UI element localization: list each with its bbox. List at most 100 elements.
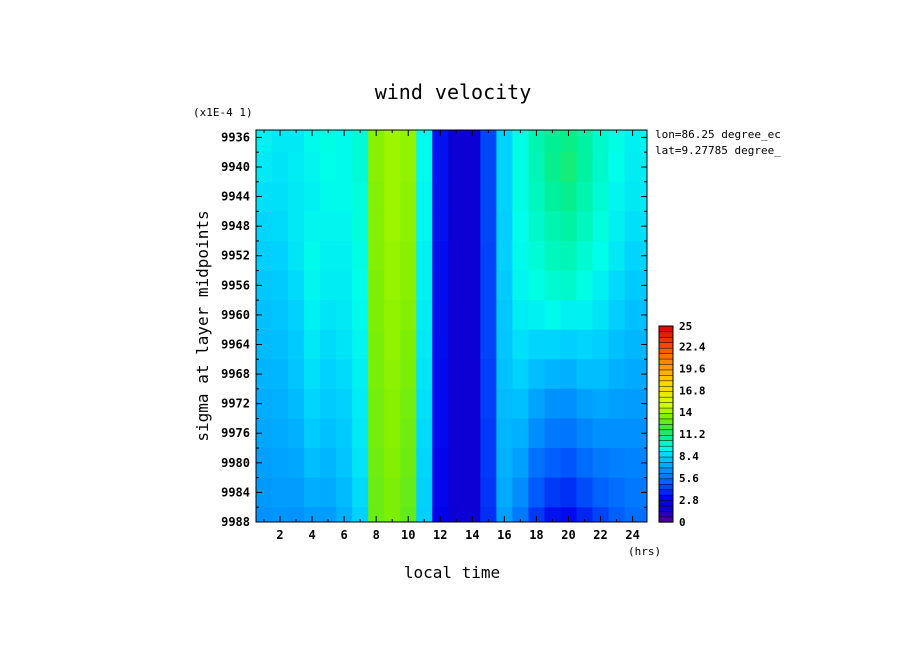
heatmap-cell	[432, 507, 449, 522]
heatmap-cell	[336, 181, 353, 212]
colorbar-band	[658, 358, 674, 365]
heatmap-cell	[560, 300, 578, 331]
heatmap-cell	[560, 477, 578, 508]
heatmap-cell	[624, 300, 647, 331]
heatmap-cell	[432, 181, 449, 212]
colorbar-band	[658, 499, 674, 507]
heatmap-cell	[416, 418, 433, 449]
colorbar-band	[658, 456, 674, 463]
heatmap-cell	[432, 152, 449, 183]
heatmap-cell	[608, 211, 626, 242]
colorbar-tick-label: 22.4	[679, 340, 706, 353]
heatmap-cell	[304, 388, 321, 420]
heatmap-cell	[400, 181, 417, 212]
heatmap-cell	[256, 388, 273, 420]
heatmap-cell	[272, 130, 289, 153]
heatmap-cell	[432, 211, 449, 242]
colorbar-tick-label: 11.2	[679, 428, 706, 441]
heatmap-cell	[304, 300, 321, 331]
heatmap-cell	[400, 300, 417, 331]
heatmap-cell	[528, 329, 546, 360]
heatmap-cell	[416, 388, 433, 420]
heatmap-cell	[576, 300, 594, 331]
heatmap-cell	[368, 418, 385, 449]
heatmap-cell	[624, 448, 647, 479]
x-axis: 2 4 6 8 10 12 14 16 18 20 22 24	[263, 130, 640, 542]
heatmap-cell	[608, 448, 626, 479]
heatmap-cell	[432, 329, 449, 360]
heatmap-cell	[480, 300, 497, 331]
heatmap-cell	[368, 329, 385, 360]
heatmap-cell	[432, 270, 449, 301]
heatmap-cell	[480, 477, 497, 508]
heatmap-cell	[304, 359, 321, 390]
heatmap-cell	[352, 130, 369, 153]
x-tick-label: 22	[593, 528, 607, 542]
heatmap-cell	[320, 152, 337, 183]
heatmap-cell	[592, 300, 610, 331]
heatmap-cell	[560, 240, 578, 272]
heatmap-cell	[576, 211, 594, 242]
heatmap-cell	[320, 300, 337, 331]
colorbar-band	[658, 461, 674, 469]
x-axis-label: local time	[404, 563, 500, 582]
heatmap-cell	[496, 418, 513, 449]
heatmap-cell	[544, 359, 562, 390]
heatmap-cell	[464, 152, 481, 183]
heatmap-cell	[624, 418, 647, 449]
heatmap-cell	[320, 130, 337, 153]
heatmap-cell	[256, 448, 273, 479]
heatmap-cell	[512, 152, 530, 183]
heatmap-cell	[416, 507, 433, 522]
heatmap-cell	[272, 477, 289, 508]
heatmap-cell	[400, 418, 417, 449]
heatmap-cell	[256, 329, 273, 360]
heatmap-cell	[256, 418, 273, 449]
heatmap-cell	[336, 211, 353, 242]
heatmap-field	[256, 130, 647, 522]
heatmap-cell	[608, 152, 626, 183]
heatmap-cell	[544, 329, 562, 360]
heatmap-cell	[592, 211, 610, 242]
heatmap-cell	[368, 152, 385, 183]
colorbar-band	[658, 325, 674, 333]
heatmap-cell	[272, 181, 289, 212]
heatmap-cell	[512, 181, 530, 212]
heatmap-cell	[384, 418, 401, 449]
heatmap-cell	[448, 418, 465, 449]
heatmap-cell	[432, 300, 449, 331]
heatmap-cell	[384, 477, 401, 508]
heatmap-cell	[256, 130, 273, 153]
heatmap-cell	[512, 477, 530, 508]
heatmap-cell	[496, 181, 513, 212]
heatmap-cell	[496, 388, 513, 420]
heatmap-cell	[544, 448, 562, 479]
heatmap-cell	[256, 181, 273, 212]
heatmap-cell	[480, 270, 497, 301]
heatmap-cell	[464, 181, 481, 212]
heatmap-cell	[624, 152, 647, 183]
colorbar-band	[658, 423, 674, 431]
colorbar-tick-label: 25	[679, 320, 692, 333]
heatmap-cell	[384, 152, 401, 183]
heatmap-cell	[624, 388, 647, 420]
heatmap-cell	[304, 152, 321, 183]
heatmap-cell	[336, 152, 353, 183]
heatmap-cell	[608, 359, 626, 390]
heatmap-cell	[400, 507, 417, 522]
heatmap-cell	[464, 329, 481, 360]
heatmap-cell	[352, 388, 369, 420]
heatmap-cell	[304, 507, 321, 522]
x-tick-label: 12	[433, 528, 447, 542]
heatmap-cell	[624, 130, 647, 153]
heatmap-cell	[448, 359, 465, 390]
heatmap-cell	[528, 507, 546, 522]
colorbar-band	[658, 347, 674, 354]
heatmap-cell	[400, 130, 417, 153]
heatmap-cell	[496, 130, 513, 153]
lon-annotation: lon=86.25 degree_ec	[655, 128, 781, 141]
heatmap-cell	[560, 152, 578, 183]
heatmap-cell	[320, 418, 337, 449]
heatmap-cell	[480, 329, 497, 360]
heatmap-cell	[608, 388, 626, 420]
